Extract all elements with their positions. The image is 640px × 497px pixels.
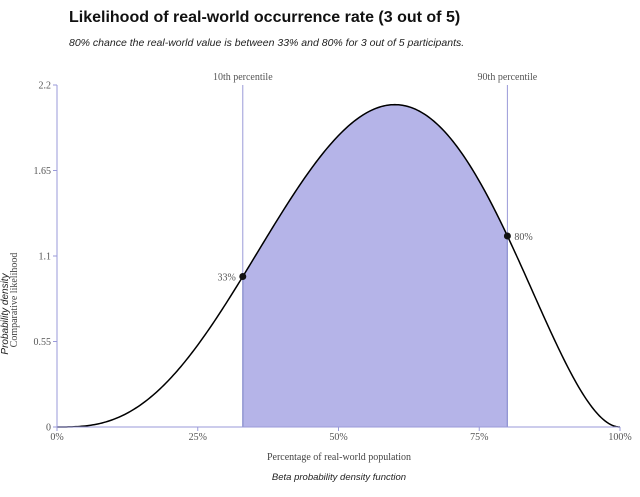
x-tick-label: 75%: [470, 432, 488, 443]
percentile-90-value-label: 80%: [514, 232, 532, 243]
chart-subtitle: 80% chance the real-world value is betwe…: [69, 37, 465, 49]
x-axis-ticks: 0% 25% 50% 75% 100%: [50, 427, 632, 443]
density-curve: [57, 103, 621, 428]
y-tick-label: 0: [46, 423, 51, 434]
x-tick-label: 0%: [50, 432, 63, 443]
percentile-90-label: 90th percentile: [478, 72, 538, 83]
y-tick-label: 2.2: [39, 81, 52, 92]
chart-footer: Beta probability density function: [272, 472, 406, 483]
x-axis-label: Percentage of real-world population: [267, 452, 411, 463]
y-tick-label: 0.55: [34, 337, 52, 348]
x-tick-label: 50%: [329, 432, 347, 443]
y-tick-label: 1.1: [39, 252, 52, 263]
x-tick-label: 100%: [608, 432, 631, 443]
x-tick-label: 25%: [189, 432, 207, 443]
shaded-interval-area: [242, 104, 508, 428]
chart-title: Likelihood of real-world occurrence rate…: [69, 9, 461, 26]
percentile-10-value-label: 33%: [217, 273, 235, 284]
percentile-90-marker: [503, 232, 511, 240]
y-tick-label: 1.65: [34, 166, 52, 177]
y-axis-ticks: 0 0.55 1.1 1.65 2.2: [34, 81, 57, 434]
y-axis-label-secondary: Comparative likelihood: [9, 253, 20, 348]
y-axis-label-primary: Probability density: [0, 272, 11, 354]
percentile-10-marker: [239, 273, 247, 281]
percentile-10-label: 10th percentile: [213, 72, 273, 83]
